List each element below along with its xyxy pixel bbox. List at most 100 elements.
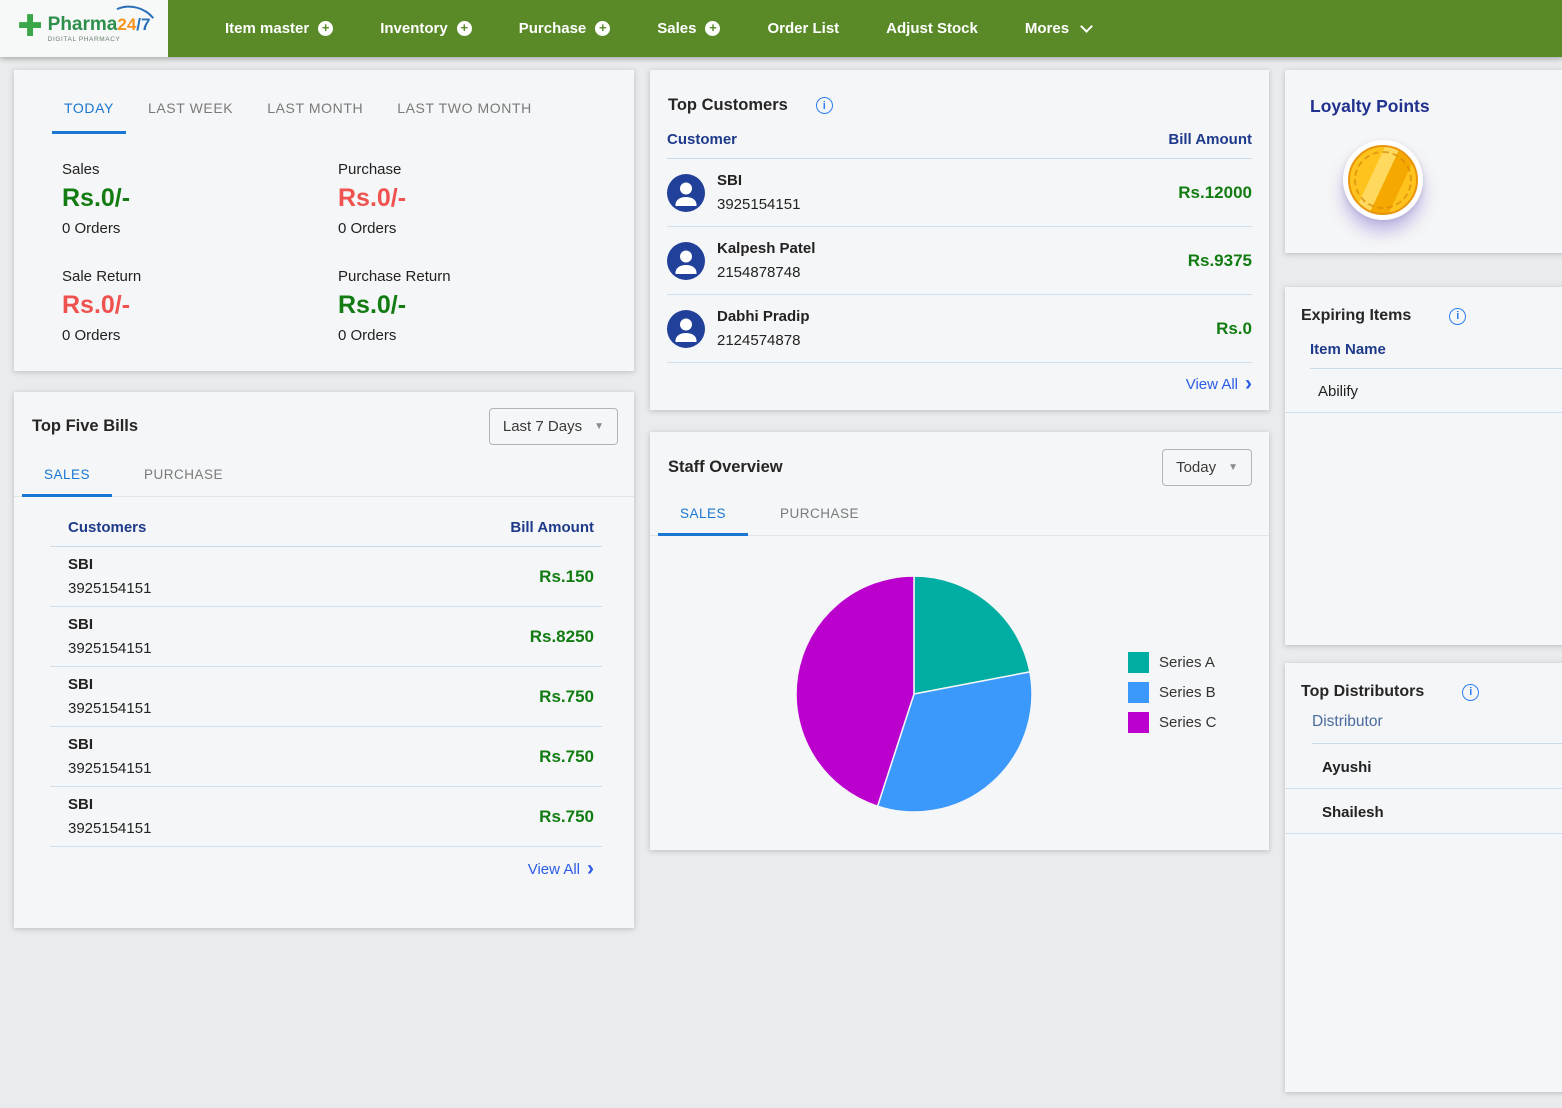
customer-name: SBI <box>68 676 151 693</box>
tab-last-month[interactable]: LAST MONTH <box>255 100 375 134</box>
customer-name: SBI <box>68 616 151 633</box>
legend-item-series-a: Series A <box>1128 652 1217 673</box>
customer-name: SBI <box>68 736 151 753</box>
col-bill-amount: Bill Amount <box>1168 131 1252 148</box>
nav-item-master[interactable]: Item master+ <box>225 20 333 37</box>
bill-amount: Rs.750 <box>539 747 594 767</box>
nav-order-list[interactable]: Order List <box>767 20 839 37</box>
plus-circle-icon: + <box>318 21 333 36</box>
legend-label: Series B <box>1159 684 1216 701</box>
tab-last-two-month[interactable]: LAST TWO MONTH <box>385 100 544 134</box>
customer-phone: 3925154151 <box>68 640 151 657</box>
metric-value: Rs.0/- <box>338 184 598 213</box>
metric-value: Rs.0/- <box>338 291 598 320</box>
customer-name: SBI <box>717 172 800 189</box>
metric-value: Rs.0/- <box>62 184 338 213</box>
table-row: SBI 3925154151 Rs.750 <box>50 667 602 727</box>
logo-clock-arc <box>102 0 162 51</box>
customer-name: Kalpesh Patel <box>717 240 815 257</box>
info-icon[interactable]: i <box>816 97 833 114</box>
legend-label: Series C <box>1159 714 1217 731</box>
table-row: SBI 3925154151 Rs.8250 <box>50 607 602 667</box>
table-row: SBI 3925154151 Rs.750 <box>50 787 602 847</box>
loyalty-coin-icon <box>1343 140 1423 220</box>
top-five-bills-card: Top Five Bills Last 7 Days ▼ SALES PURCH… <box>14 392 634 928</box>
nav-label: Inventory <box>380 20 448 37</box>
staff-overview-title: Staff Overview <box>668 458 783 477</box>
info-icon[interactable]: i <box>1449 308 1466 325</box>
top-five-bills-title: Top Five Bills <box>32 417 138 436</box>
table-row: SBI 3925154151 Rs.750 <box>50 727 602 787</box>
top-navbar: ✚ Pharma24/7 DIGITAL PHARMACY Item maste… <box>0 0 1562 57</box>
customers-view-all-link[interactable]: View All › <box>650 376 1252 393</box>
tab-today[interactable]: TODAY <box>52 100 126 134</box>
pharmacy-cross-icon: ✚ <box>18 12 43 42</box>
main-menu: Item master+ Inventory + Purchase + Sales+… <box>168 0 1562 57</box>
bills-tab-purchase[interactable]: PURCHASE <box>122 457 245 497</box>
summary-metrics: Sales Rs.0/- 0 Orders Purchase Rs.0/- 0 … <box>14 134 634 344</box>
col-distributor: Distributor <box>1312 713 1562 744</box>
legend-label: Series A <box>1159 654 1215 671</box>
legend-swatch <box>1128 712 1149 733</box>
nav-sales[interactable]: Sales+ <box>657 20 720 37</box>
loyalty-points-title: Loyalty Points <box>1285 70 1562 117</box>
legend-item-series-c: Series C <box>1128 712 1217 733</box>
customer-phone: 3925154151 <box>717 196 800 213</box>
table-row: SBI 3925154151 Rs.12000 <box>667 159 1252 227</box>
metric-orders: 0 Orders <box>62 327 338 344</box>
nav-purchase[interactable]: Purchase + <box>519 20 611 37</box>
staff-tabs: SALES PURCHASE <box>650 494 1269 536</box>
bill-amount: Rs.150 <box>539 567 594 587</box>
bills-view-all-link[interactable]: View All › <box>14 861 594 878</box>
table-row: Dabhi Pradip 2124574878 Rs.0 <box>667 295 1252 363</box>
summary-tabs: TODAY LAST WEEK LAST MONTH LAST TWO MONT… <box>14 70 634 134</box>
staff-range-value: Today <box>1176 459 1216 476</box>
avatar <box>667 242 705 280</box>
bills-tab-sales[interactable]: SALES <box>22 457 112 497</box>
plus-circle-icon: + <box>705 21 720 36</box>
customer-phone: 3925154151 <box>68 700 151 717</box>
bills-table-header: Customers Bill Amount <box>50 497 602 547</box>
chevron-down-icon <box>1080 20 1093 33</box>
bills-range-dropdown[interactable]: Last 7 Days ▼ <box>489 408 618 445</box>
table-row: Kalpesh Patel 2154878748 Rs.9375 <box>667 227 1252 295</box>
view-all-label: View All <box>1186 376 1238 393</box>
nav-label: Purchase <box>519 20 587 37</box>
legend-swatch <box>1128 682 1149 703</box>
app-logo[interactable]: ✚ Pharma24/7 DIGITAL PHARMACY <box>0 0 168 57</box>
staff-tab-sales[interactable]: SALES <box>658 496 748 536</box>
nav-label: Order List <box>767 20 839 37</box>
metric-label: Sale Return <box>62 268 338 285</box>
col-customers: Customers <box>68 519 146 536</box>
bill-amount: Rs.750 <box>539 807 594 827</box>
metric-label: Purchase Return <box>338 268 598 285</box>
top-distributors-title: Top Distributors <box>1301 683 1424 701</box>
top-customers-card: Top Customers i Customer Bill Amount SBI… <box>650 70 1269 410</box>
top-customers-title: Top Customers <box>668 96 788 115</box>
staff-range-dropdown[interactable]: Today ▼ <box>1162 449 1252 486</box>
tab-last-week[interactable]: LAST WEEK <box>136 100 245 134</box>
avatar <box>667 174 705 212</box>
view-all-label: View All <box>528 861 580 878</box>
customer-name: Dabhi Pradip <box>717 308 810 325</box>
col-bill-amount: Bill Amount <box>510 519 594 536</box>
nav-mores[interactable]: Mores <box>1025 20 1091 37</box>
expiring-items-card: Expiring Items i Item Name Abilify <box>1285 287 1562 645</box>
plus-circle-icon: + <box>457 21 472 36</box>
metric-orders: 0 Orders <box>338 220 598 237</box>
metric-sales: Sales Rs.0/- 0 Orders <box>62 161 338 237</box>
bills-tabs: SALES PURCHASE <box>14 455 634 497</box>
metric-label: Purchase <box>338 161 598 178</box>
expiring-items-title: Expiring Items <box>1301 307 1411 325</box>
staff-sales-pie-chart[interactable] <box>794 574 1034 814</box>
nav-adjust-stock[interactable]: Adjust Stock <box>886 20 978 37</box>
info-icon[interactable]: i <box>1462 684 1479 701</box>
metric-purchase: Purchase Rs.0/- 0 Orders <box>338 161 598 237</box>
customer-phone: 2124574878 <box>717 332 810 349</box>
staff-tab-purchase[interactable]: PURCHASE <box>758 496 881 536</box>
bill-amount: Rs.12000 <box>1178 183 1252 203</box>
plus-circle-icon: + <box>595 21 610 36</box>
nav-label: Adjust Stock <box>886 20 978 37</box>
nav-inventory[interactable]: Inventory + <box>380 20 472 37</box>
metric-label: Sales <box>62 161 338 178</box>
